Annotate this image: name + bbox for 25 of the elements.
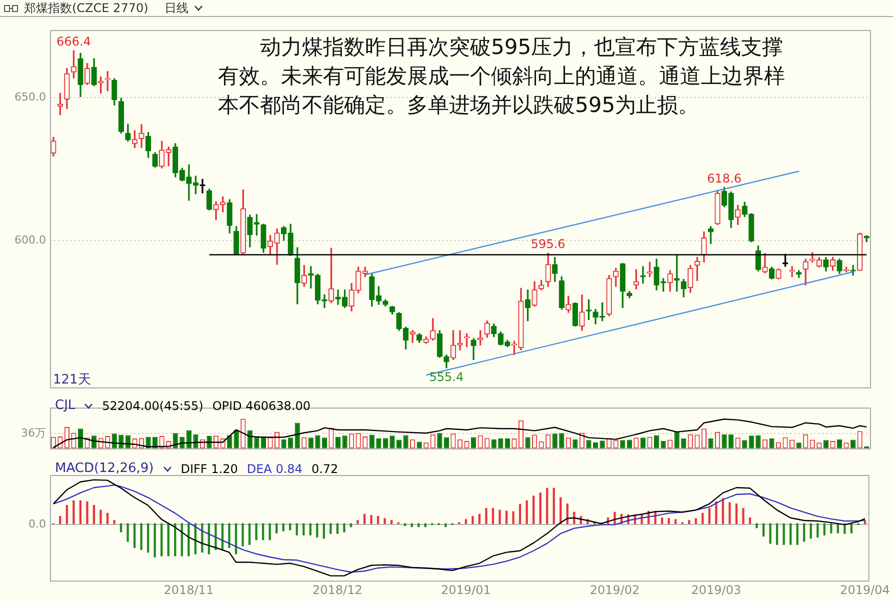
- x-tick-label: 2018/12: [312, 582, 362, 597]
- chart-title: MACD(12,26,9): [55, 461, 154, 476]
- text: 0.72: [311, 462, 338, 476]
- text: OPID 460638.00: [212, 398, 311, 412]
- x-tick-label: 2018/11: [164, 582, 214, 597]
- text: DEA 0.84: [246, 462, 302, 476]
- chart-title: CJL: [55, 398, 76, 413]
- text: 595.6: [530, 237, 566, 252]
- annotation: 52204.00(45:55): [102, 398, 204, 412]
- chart-title: 郑煤指数(CZCE 2770): [24, 0, 148, 16]
- x-tick-label: 2019/03: [691, 582, 742, 597]
- text: 618.6: [707, 171, 742, 186]
- text: 0.0: [28, 518, 46, 531]
- text: 666.4: [56, 34, 91, 49]
- x-tick-label: 2019/04: [840, 582, 890, 597]
- annotation: 121天: [53, 372, 91, 388]
- x-tick-label: 2019/01: [441, 582, 491, 597]
- text: 555.4: [429, 370, 464, 384]
- x-tick-label: 2019/02: [590, 582, 640, 597]
- text: DIFF 1.20: [180, 462, 238, 476]
- chart-subtitle: 日线: [164, 0, 188, 16]
- y-tick-label: 36万: [21, 426, 46, 440]
- y-tick-label: 600.0: [14, 233, 46, 246]
- annotation: 动力煤指数昨日再次突破595压力，也宣布下方蓝线支撑有效。未来有可能发展成一个倾斜向上的通道。通道上边界样本不都尚不能确定。多单进场并以跌破595为止损。: [218, 34, 786, 119]
- y-tick-label: 650.0: [14, 90, 46, 104]
